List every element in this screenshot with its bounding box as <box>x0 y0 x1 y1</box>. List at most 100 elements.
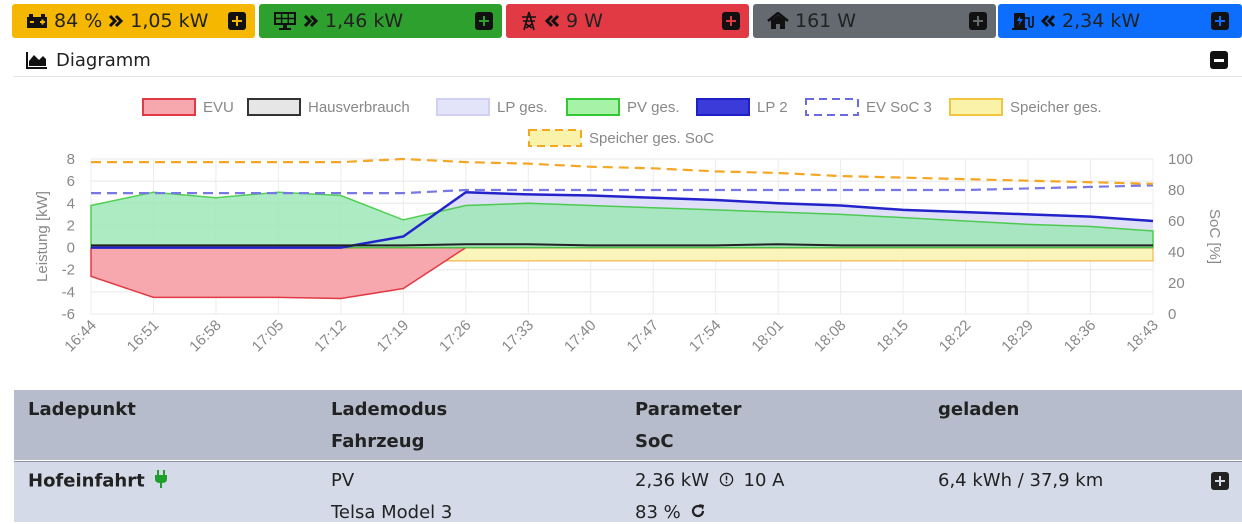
y-axis-label: Leistung [kW] <box>34 191 51 282</box>
series-ev-soc-line <box>91 184 1154 195</box>
legend-label-6: Speicher ges. <box>1010 99 1102 116</box>
vehicle-name[interactable]: Telsa Model 3 <box>331 502 453 523</box>
x-tick-label: 17:40 <box>561 317 600 356</box>
row-expand-button[interactable] <box>1211 472 1229 490</box>
battery-power: 1,05 kW <box>130 10 209 32</box>
y-tick-label: 4 <box>67 195 75 212</box>
ev-power: 2,34 kW <box>1062 10 1141 32</box>
house-expand-button[interactable] <box>969 12 987 30</box>
ev-tile[interactable]: 2,34 kW <box>998 4 1242 38</box>
chart-areas <box>90 157 1154 300</box>
y2-tick-label: 80 <box>1168 182 1185 199</box>
x-tick-label: 17:26 <box>436 317 475 356</box>
refresh-icon[interactable] <box>690 503 706 524</box>
header-fahrzeug: Fahrzeug <box>331 431 425 452</box>
series-speicher-soc-line <box>91 157 1154 185</box>
header-lademodus: Lademodus <box>331 399 448 420</box>
series-lp2-line <box>91 190 1154 249</box>
x-tick-label: 17:19 <box>374 317 413 356</box>
x-tick-label: 17:05 <box>249 317 288 356</box>
ev-expand-button[interactable] <box>1211 12 1229 30</box>
x-tick-label: 18:01 <box>748 317 787 356</box>
solar-panel-icon <box>273 12 297 30</box>
legend-swatch-0 <box>142 98 196 116</box>
y-tick-label: 8 <box>67 151 75 168</box>
minus-square-icon[interactable] <box>1210 51 1228 69</box>
x-tick-label: 16:51 <box>124 317 163 356</box>
chart-legend: EVU Hausverbrauch LP ges. PV ges. LP 2 EV SoC… <box>142 98 1102 147</box>
double-left-icon <box>544 14 560 28</box>
charged-energy: 6,4 kWh / 37,9 km <box>938 470 1104 491</box>
power-tower-icon <box>520 11 538 31</box>
legend-swatch-6 <box>949 98 1003 116</box>
y-tick-label: -6 <box>62 306 75 323</box>
x-tick-label: 18:15 <box>873 317 912 356</box>
y2-tick-label: 0 <box>1168 306 1176 323</box>
y-tick-label: -2 <box>62 262 75 279</box>
x-tick-label: 18:22 <box>936 317 975 356</box>
y2-tick-label: 20 <box>1168 275 1185 292</box>
header-geladen: geladen <box>938 399 1020 420</box>
vehicle-soc: 83 % <box>635 502 706 524</box>
x-tick-label: 18:36 <box>1061 317 1100 356</box>
y-tick-label: 2 <box>67 217 75 234</box>
x-tick-label: 17:12 <box>311 317 350 356</box>
legend-label-1: Hausverbrauch <box>308 99 410 116</box>
header-ladepunkt: Ladepunkt <box>28 399 136 420</box>
double-left-icon <box>1040 14 1056 28</box>
chargepoint-name: Hofeinfahrt <box>28 470 168 493</box>
header-parameter: Parameter <box>635 399 742 420</box>
y-tick-label: 6 <box>67 173 75 190</box>
vehicle-soc-value: 83 % <box>635 502 681 523</box>
legend-swatch-3 <box>566 98 620 116</box>
pv-power: 1,46 kW <box>325 10 404 32</box>
power-chart: EVU Hausverbrauch LP ges. PV ges. LP 2 EV SoC… <box>34 98 1223 356</box>
y-tick-label: 0 <box>67 240 75 257</box>
pv-expand-button[interactable] <box>475 12 493 30</box>
home-icon <box>767 12 789 30</box>
x-tick-label: 17:47 <box>623 317 662 356</box>
table-row[interactable]: Hofeinfahrt PV 2,36 kW 10 A 6,4 kWh / 37… <box>14 461 1242 524</box>
diagram-title: Diagramm <box>56 49 151 71</box>
legend-swatch-5 <box>805 98 859 116</box>
double-right-icon <box>108 14 124 28</box>
x-tick-label: 18:29 <box>998 317 1037 356</box>
house-power: 161 W <box>795 10 857 32</box>
battery-tile[interactable]: 84 % 1,05 kW <box>12 4 255 38</box>
area-chart-icon <box>26 51 48 69</box>
charge-table-header: Ladepunkt Lademodus Parameter geladen Fa… <box>14 390 1242 460</box>
legend-label-7: Speicher ges. SoC <box>589 130 714 147</box>
y2-tick-label: 100 <box>1168 151 1193 168</box>
battery-expand-button[interactable] <box>228 12 246 30</box>
plug-icon <box>155 470 168 493</box>
chargepoint-label: Hofeinfahrt <box>28 470 145 492</box>
legend-label-5: EV SoC 3 <box>866 99 932 116</box>
legend-swatch-4 <box>696 98 750 116</box>
charge-parameter: 2,36 kW 10 A <box>635 470 784 492</box>
y-tick-label: -4 <box>62 284 75 301</box>
legend-label-4: LP 2 <box>757 99 788 116</box>
charging-station-icon <box>1012 11 1034 31</box>
info-circle-icon <box>719 471 734 492</box>
diagram-header[interactable]: Diagramm <box>14 44 1242 77</box>
legend-swatch-2 <box>436 98 490 116</box>
pv-tile[interactable]: 1,46 kW <box>259 4 502 38</box>
grid-tile[interactable]: 9 W <box>506 4 749 38</box>
x-tick-label: 17:54 <box>686 317 725 356</box>
series-house-line <box>91 243 1153 247</box>
x-tick-label: 18:08 <box>811 317 850 356</box>
legend-label-3: PV ges. <box>627 99 680 116</box>
y2-tick-label: 40 <box>1168 244 1185 261</box>
charge-current: 10 A <box>743 470 785 491</box>
grid-expand-button[interactable] <box>722 12 740 30</box>
house-tile[interactable]: 161 W <box>753 4 996 38</box>
charge-mode[interactable]: PV <box>331 470 355 491</box>
double-right-icon <box>303 14 319 28</box>
legend-swatch-1 <box>247 98 301 116</box>
legend-swatch-7 <box>528 129 582 147</box>
charge-power: 2,36 kW <box>635 470 710 491</box>
y2-tick-label: 60 <box>1168 213 1185 230</box>
battery-icon <box>26 13 48 29</box>
legend-label-2: LP ges. <box>497 99 548 116</box>
battery-soc: 84 % <box>54 10 103 32</box>
